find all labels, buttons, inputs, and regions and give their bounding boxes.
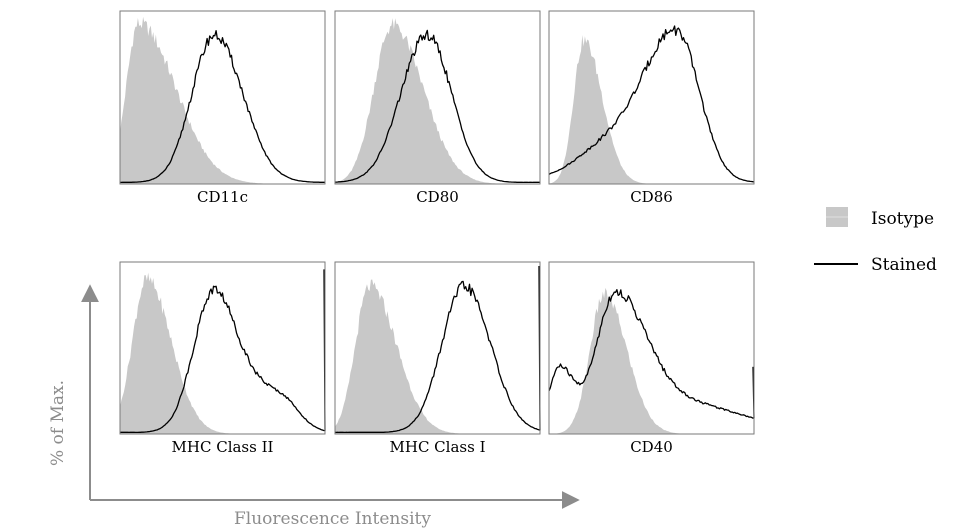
isotype-histogram — [549, 287, 754, 434]
panel-label: CD40 — [630, 438, 673, 456]
stained-histogram — [120, 269, 326, 434]
isotype-histogram — [335, 279, 540, 434]
isotype-histogram — [120, 16, 325, 185]
histogram-panel: MHC Class I — [334, 261, 541, 456]
panel-frame — [119, 261, 326, 435]
panel-frame — [548, 261, 755, 435]
stained-histogram — [548, 25, 755, 183]
isotype-histogram — [549, 35, 754, 184]
histogram-panel: CD11c — [119, 10, 326, 206]
panel-frame — [334, 10, 541, 185]
panel-label: MHC Class I — [390, 438, 486, 456]
panel-label: CD11c — [197, 188, 248, 206]
y-axis-label: % of Max. — [48, 380, 68, 466]
stained-histogram — [548, 289, 755, 419]
legend-isotype-label: Isotype — [871, 209, 934, 229]
panel-label: CD86 — [630, 188, 673, 206]
panel-frame — [334, 261, 541, 435]
histogram-panel: CD86 — [548, 10, 755, 206]
panel-label: MHC Class II — [172, 438, 274, 456]
panel-label: CD80 — [416, 188, 459, 206]
stained-histogram — [335, 29, 540, 184]
histogram-panel: CD40 — [548, 261, 755, 456]
isotype-histogram — [335, 18, 540, 184]
legend-stained-label: Stained — [871, 255, 937, 275]
stained-histogram — [334, 265, 541, 434]
panel-frame — [548, 10, 755, 185]
stained-histogram — [119, 30, 325, 184]
isotype-histogram — [120, 272, 325, 434]
histogram-panel: MHC Class II — [119, 261, 326, 456]
histogram-panels: CD11c CD80 CD86 MHC Class II MHC Class I CD40 — [119, 10, 755, 456]
x-axis-label: Fluorescence Intensity — [234, 509, 431, 528]
legend: Isotype Stained — [814, 207, 937, 275]
panel-frame — [119, 10, 326, 185]
histogram-panel: CD80 — [334, 10, 541, 206]
